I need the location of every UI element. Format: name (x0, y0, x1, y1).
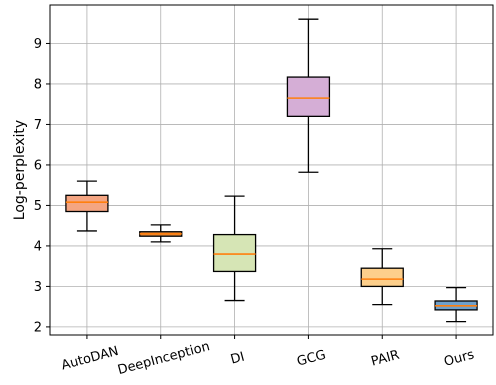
box-deepinception (139, 224, 183, 243)
y-tick-label: 3 (34, 280, 42, 295)
x-tick-label: Ours (442, 347, 476, 369)
y-tick-label: 5 (34, 199, 42, 214)
y-axis-ticks: 2 3 4 5 6 7 8 9 (34, 37, 50, 335)
x-tick-label: DI (229, 350, 246, 368)
plot-frame (49, 4, 494, 336)
box-autodan (65, 180, 109, 232)
box-body (212, 233, 257, 273)
x-tick-label: DeepInception (116, 339, 211, 378)
x-tick-label: PAIR (370, 348, 402, 370)
y-tick-label: 9 (34, 37, 42, 52)
x-tick-label: GCG (295, 348, 327, 370)
box-gcg (286, 18, 331, 173)
box-body (65, 194, 109, 213)
y-tick-label: 2 (34, 320, 42, 335)
y-tick-label: 8 (34, 77, 42, 92)
x-tick-label: AutoDAN (60, 344, 120, 374)
y-tick-label: 4 (34, 239, 42, 254)
box-pair (360, 248, 404, 306)
grid (50, 5, 493, 335)
box-body (286, 76, 331, 117)
box-body (360, 267, 404, 288)
y-axis-label: Log-perplexity (12, 120, 28, 220)
box-di (212, 195, 257, 302)
box-ours (434, 286, 478, 323)
y-tick-label: 6 (34, 158, 42, 173)
box-series (65, 18, 478, 323)
y-tick-label: 7 (34, 118, 42, 133)
